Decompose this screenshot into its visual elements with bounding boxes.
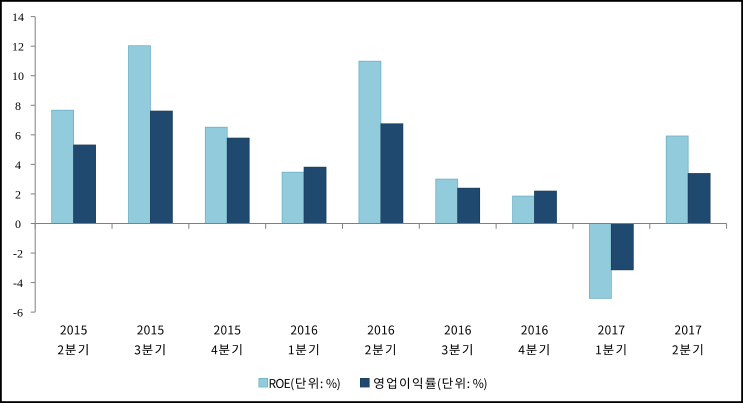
svg-text:10: 10 [12, 69, 24, 83]
svg-text:-4: -4 [13, 276, 23, 290]
svg-text:-6: -6 [13, 306, 23, 320]
svg-text:8: 8 [15, 99, 21, 113]
svg-text:6: 6 [15, 128, 21, 142]
svg-text:-2: -2 [13, 247, 23, 261]
svg-text:12: 12 [12, 40, 24, 54]
svg-text:0: 0 [15, 217, 21, 231]
svg-text:2: 2 [15, 187, 21, 201]
svg-text:14: 14 [12, 10, 24, 24]
svg-text:4: 4 [15, 158, 21, 172]
